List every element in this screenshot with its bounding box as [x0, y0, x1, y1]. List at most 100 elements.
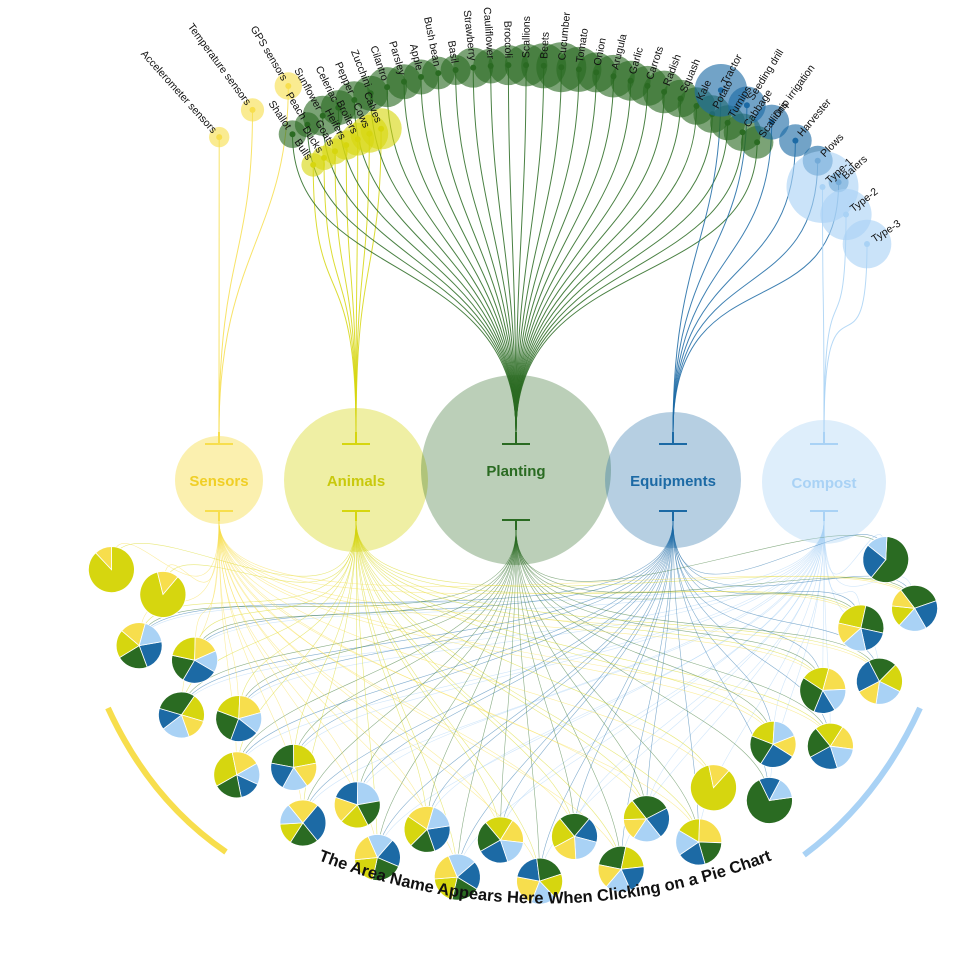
pie-slice-equipments[interactable]: [813, 689, 836, 714]
pie-chart-6[interactable]: [215, 695, 263, 742]
pie-slice-compost[interactable]: [138, 623, 163, 647]
pie-chart-16[interactable]: [551, 813, 598, 860]
pie-slice-sensors[interactable]: [708, 764, 730, 789]
pie-slice-compost[interactable]: [279, 804, 304, 825]
pie-chart-21[interactable]: [746, 777, 793, 824]
pie-chart-19[interactable]: [675, 818, 723, 866]
pie-chart-7[interactable]: [213, 751, 261, 799]
pie-slice-compost[interactable]: [426, 806, 451, 830]
leaf-dot-compost-type-2-1: [843, 211, 849, 218]
pie-chart-15[interactable]: [516, 857, 564, 905]
leaf-label-equipments-drip-irrigation-2: Drip irrigation: [771, 62, 818, 120]
pie-slice-animals[interactable]: [678, 818, 700, 843]
category-node-sensors[interactable]: [175, 436, 263, 524]
pie-slice-equipments[interactable]: [334, 781, 359, 806]
pie-slice-compost[interactable]: [829, 745, 854, 769]
pie-chart-11[interactable]: [354, 834, 401, 881]
category-node-planting[interactable]: [421, 375, 611, 565]
pie-slice-equipments[interactable]: [862, 544, 887, 579]
pie-link-14-animals: [355, 520, 501, 841]
pie-slice-planting[interactable]: [799, 677, 824, 713]
leaf-label-planting-basil-10: Basil: [445, 40, 460, 64]
pie-chart-28[interactable]: [862, 536, 910, 583]
link-planting-celeriac-3: [337, 107, 517, 433]
category-node-equipments[interactable]: [605, 412, 741, 548]
pie-link-4-equipments: [194, 520, 674, 661]
pie-link-12-animals: [355, 520, 428, 830]
pie-chart-5[interactable]: [158, 691, 205, 739]
pie-slice-equipments[interactable]: [456, 861, 481, 890]
link-compost-type-3-2: [823, 243, 868, 433]
pie-slice-equipments[interactable]: [760, 743, 794, 768]
link-planting-scallions-28: [515, 142, 758, 433]
pie-slice-sensors[interactable]: [180, 714, 204, 738]
pie-link-23-planting: [515, 529, 831, 747]
category-node-animals[interactable]: [284, 408, 428, 552]
pie-link-4-sensors: [194, 520, 220, 661]
link-planting-tomato-17: [515, 69, 580, 433]
pie-slice-sensors[interactable]: [553, 835, 577, 860]
pie-slice-compost[interactable]: [367, 834, 394, 859]
category-circles-layer: Sensors Animals Planting Equipments Compost: [175, 375, 886, 565]
pie-slice-sensors[interactable]: [698, 818, 723, 844]
pie-chart-4[interactable]: [171, 636, 219, 684]
pie-chart-22[interactable]: [749, 720, 797, 768]
pie-chart-27[interactable]: [891, 584, 938, 632]
pie-chart-1[interactable]: [88, 546, 135, 593]
link-planting-cucumber-16: [515, 67, 562, 433]
pie-slice-equipments[interactable]: [516, 857, 541, 882]
pie-slice-compost[interactable]: [530, 880, 556, 905]
pie-chart-13[interactable]: [433, 853, 481, 901]
pie-slice-equipments[interactable]: [230, 717, 258, 742]
pie-chart-12[interactable]: [403, 805, 451, 853]
pie-chart-9[interactable]: [279, 799, 327, 847]
pie-slice-compost[interactable]: [193, 650, 219, 673]
pie-link-12-sensors: [218, 520, 428, 830]
pie-chart-18[interactable]: [623, 795, 670, 843]
pie-slice-sensors[interactable]: [891, 589, 916, 609]
pie-slice-planting[interactable]: [900, 584, 937, 609]
link-planting-garlic-20: [515, 80, 632, 433]
pie-chart-26[interactable]: [837, 604, 885, 652]
pie-slice-planting[interactable]: [860, 605, 885, 634]
pie-slice-animals[interactable]: [837, 604, 867, 629]
pie-chart-24[interactable]: [799, 667, 847, 714]
pie-slice-animals[interactable]: [623, 800, 648, 821]
pie-slice-sensors[interactable]: [772, 735, 797, 758]
pie-slice-sensors[interactable]: [837, 622, 862, 644]
pie-slice-equipments[interactable]: [182, 659, 216, 684]
link-planting-shallot-0: [292, 134, 517, 433]
pie-chart-23[interactable]: [806, 722, 854, 770]
pie-slice-equipments[interactable]: [270, 762, 295, 789]
pie-chart-17[interactable]: [597, 845, 645, 893]
pie-slice-sensors[interactable]: [858, 680, 880, 705]
pie-charts-layer[interactable]: [88, 536, 938, 905]
pie-slice-planting[interactable]: [746, 779, 793, 824]
pie-slice-planting[interactable]: [215, 709, 240, 741]
pie-slice-planting[interactable]: [870, 536, 910, 583]
pie-slice-sensors[interactable]: [95, 546, 112, 571]
pie-slice-equipments[interactable]: [302, 804, 327, 842]
pie-chart-14[interactable]: [477, 816, 524, 864]
pie-slice-compost[interactable]: [768, 779, 793, 802]
pie-slice-planting[interactable]: [631, 795, 668, 820]
pie-slice-compost[interactable]: [499, 839, 524, 863]
pie-slice-sensors[interactable]: [597, 864, 622, 888]
pie-slice-sensors[interactable]: [156, 571, 179, 596]
pie-slice-planting[interactable]: [216, 774, 242, 799]
pie-slice-planting[interactable]: [158, 691, 196, 716]
pie-chart-20[interactable]: [690, 764, 737, 812]
category-node-compost[interactable]: [762, 420, 886, 544]
pie-chart-10[interactable]: [333, 781, 381, 829]
pie-chart-3[interactable]: [115, 622, 163, 670]
pie-link-24-animals: [355, 520, 824, 691]
pie-chart-8[interactable]: [270, 743, 318, 791]
leaf-label-equipments-harvester-3: Harvester: [795, 96, 834, 139]
pie-link-25-planting: [515, 529, 880, 682]
pie-slice-compost[interactable]: [867, 536, 888, 561]
pie-chart-2[interactable]: [139, 571, 187, 618]
pie-chart-25[interactable]: [856, 657, 903, 705]
pie-slice-planting[interactable]: [598, 845, 627, 870]
link-planting-squash-23: [515, 98, 681, 433]
